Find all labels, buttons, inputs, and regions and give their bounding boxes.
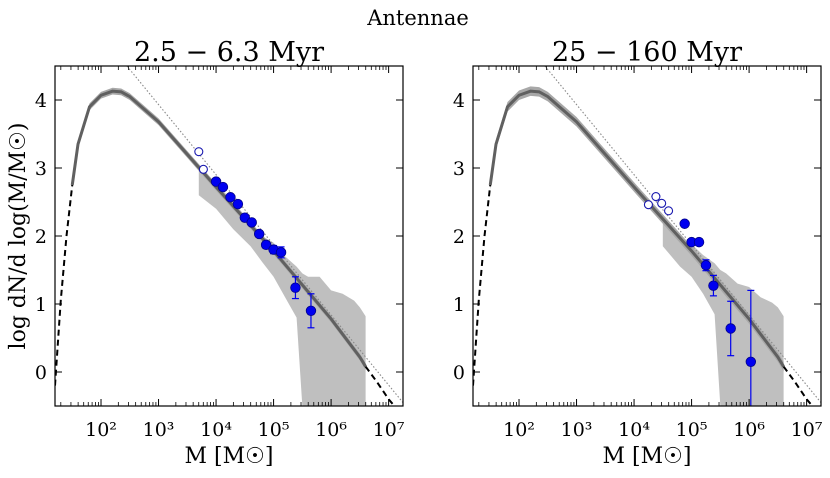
x-tick-label: 10⁵: [258, 419, 290, 441]
figure-suptitle: Antennae: [366, 6, 469, 30]
plot-area-early: [55, 66, 403, 406]
model-curve-late: [488, 89, 785, 368]
completeness-band-late: [662, 222, 784, 406]
filled-data-point: [290, 282, 301, 293]
filled-data-point: [679, 218, 690, 229]
filled-data-point: [217, 181, 229, 193]
x-tick-label: 10⁴: [618, 419, 650, 441]
x-tick-label: 10²: [503, 419, 535, 441]
filled-data-point: [693, 236, 705, 248]
x-tick-label: 10²: [85, 419, 117, 441]
open-data-point: [664, 206, 674, 216]
panel-title-early: 2.5 − 6.3 Myr: [134, 37, 324, 68]
panel-title-late: 25 − 160 Myr: [552, 37, 742, 68]
x-axis-label-early: M [M☉]: [185, 444, 274, 469]
x-tick-label: 10³: [143, 419, 175, 441]
y-tick-label: 0: [453, 362, 465, 384]
powerlaw-line-late: [544, 66, 821, 403]
filled-data-point: [745, 356, 757, 368]
filled-data-point: [253, 228, 265, 240]
open-data-point: [194, 147, 204, 157]
filled-data-point: [232, 198, 244, 210]
powerlaw-line-early: [126, 66, 403, 403]
plot-area-late: [473, 66, 821, 406]
x-axis-label-late: M [M☉]: [603, 444, 692, 469]
filled-data-point: [708, 280, 719, 291]
model-curve-early: [70, 89, 367, 368]
model-extrapolation-high-early: [364, 365, 396, 406]
x-tick-label: 10⁷: [791, 419, 823, 441]
filled-data-point: [225, 192, 236, 203]
y-tick-label: 2: [35, 226, 47, 248]
filled-data-point: [275, 247, 287, 258]
y-axis-label: log dN/d log(M/M☉): [6, 123, 31, 350]
y-tick-label: 1: [453, 294, 465, 316]
chart-panel-late: 25 − 160 Myr M [M☉] 10² 10³ 10⁴ 10⁵ 10⁶ 10⁷ 0 1…: [453, 37, 823, 469]
x-tick-label: 10⁷: [373, 419, 405, 441]
y-tick-label: 1: [35, 294, 47, 316]
x-tick-label: 10⁶: [315, 419, 347, 441]
y-tick-label: 3: [453, 158, 465, 180]
filled-data-point: [725, 323, 736, 334]
completeness-band-early: [198, 168, 366, 406]
y-tick-label: 0: [35, 362, 47, 384]
x-tick-label: 10³: [561, 419, 593, 441]
y-tick-label: 4: [453, 90, 465, 112]
filled-data-point: [305, 305, 317, 317]
y-tick-label: 4: [35, 90, 47, 112]
filled-data-point: [260, 239, 272, 251]
open-data-point: [651, 192, 661, 202]
model-extrapolation-high-late: [782, 365, 814, 406]
x-tick-label: 10⁴: [200, 419, 232, 441]
filled-data-point: [246, 217, 257, 228]
chart-panel-early: 2.5 − 6.3 Myr M [M☉] 10² 10³ 10⁴ 10⁵ 10⁶ 10⁷ 0…: [35, 37, 405, 469]
x-tick-label: 10⁵: [676, 419, 708, 441]
model-extrapolation-low-early: [55, 184, 74, 386]
y-tick-label: 2: [453, 226, 465, 248]
open-data-point: [198, 164, 208, 174]
open-data-point: [643, 200, 653, 210]
y-tick-label: 3: [35, 158, 47, 180]
model-extrapolation-low-late: [473, 184, 492, 386]
filled-data-point: [210, 176, 222, 187]
x-tick-label: 10⁶: [733, 419, 765, 441]
open-data-point: [657, 198, 667, 208]
filled-data-point: [700, 260, 712, 271]
